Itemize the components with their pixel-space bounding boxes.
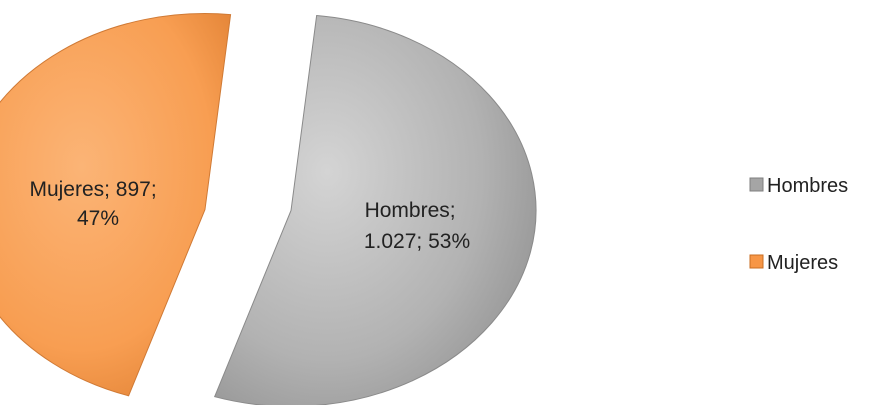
legend-label-mujeres: Mujeres (767, 252, 838, 274)
legend-item-mujeres[interactable]: Mujeres (749, 252, 838, 274)
legend-swatch-mujeres (749, 254, 764, 269)
svg-text:Mujeres; 897; 47%: Mujeres; 897; 47% (29, 178, 162, 230)
legend: Hombres Mujeres (749, 175, 848, 274)
legend-swatch-hombres (749, 177, 764, 192)
svg-text:Hombres; 1.027; 53%: Hombres; 1.027; 53% (364, 199, 470, 253)
slice-hombres[interactable] (213, 14, 537, 405)
legend-label-hombres: Hombres (767, 175, 848, 197)
data-labels: Hombres; 1.027; 53% Mujeres; 897; 47% (29, 178, 470, 253)
slice-mujeres[interactable] (0, 13, 232, 397)
data-label-mujeres-line2: 47% (77, 207, 119, 230)
pie-slices (0, 13, 537, 405)
data-label-hombres-line2: 1.027; 53% (364, 230, 470, 253)
data-label-mujeres-line1: Mujeres; 897; (29, 178, 156, 201)
legend-item-hombres[interactable]: Hombres (749, 175, 848, 197)
data-label-hombres-line1: Hombres; (365, 199, 456, 222)
